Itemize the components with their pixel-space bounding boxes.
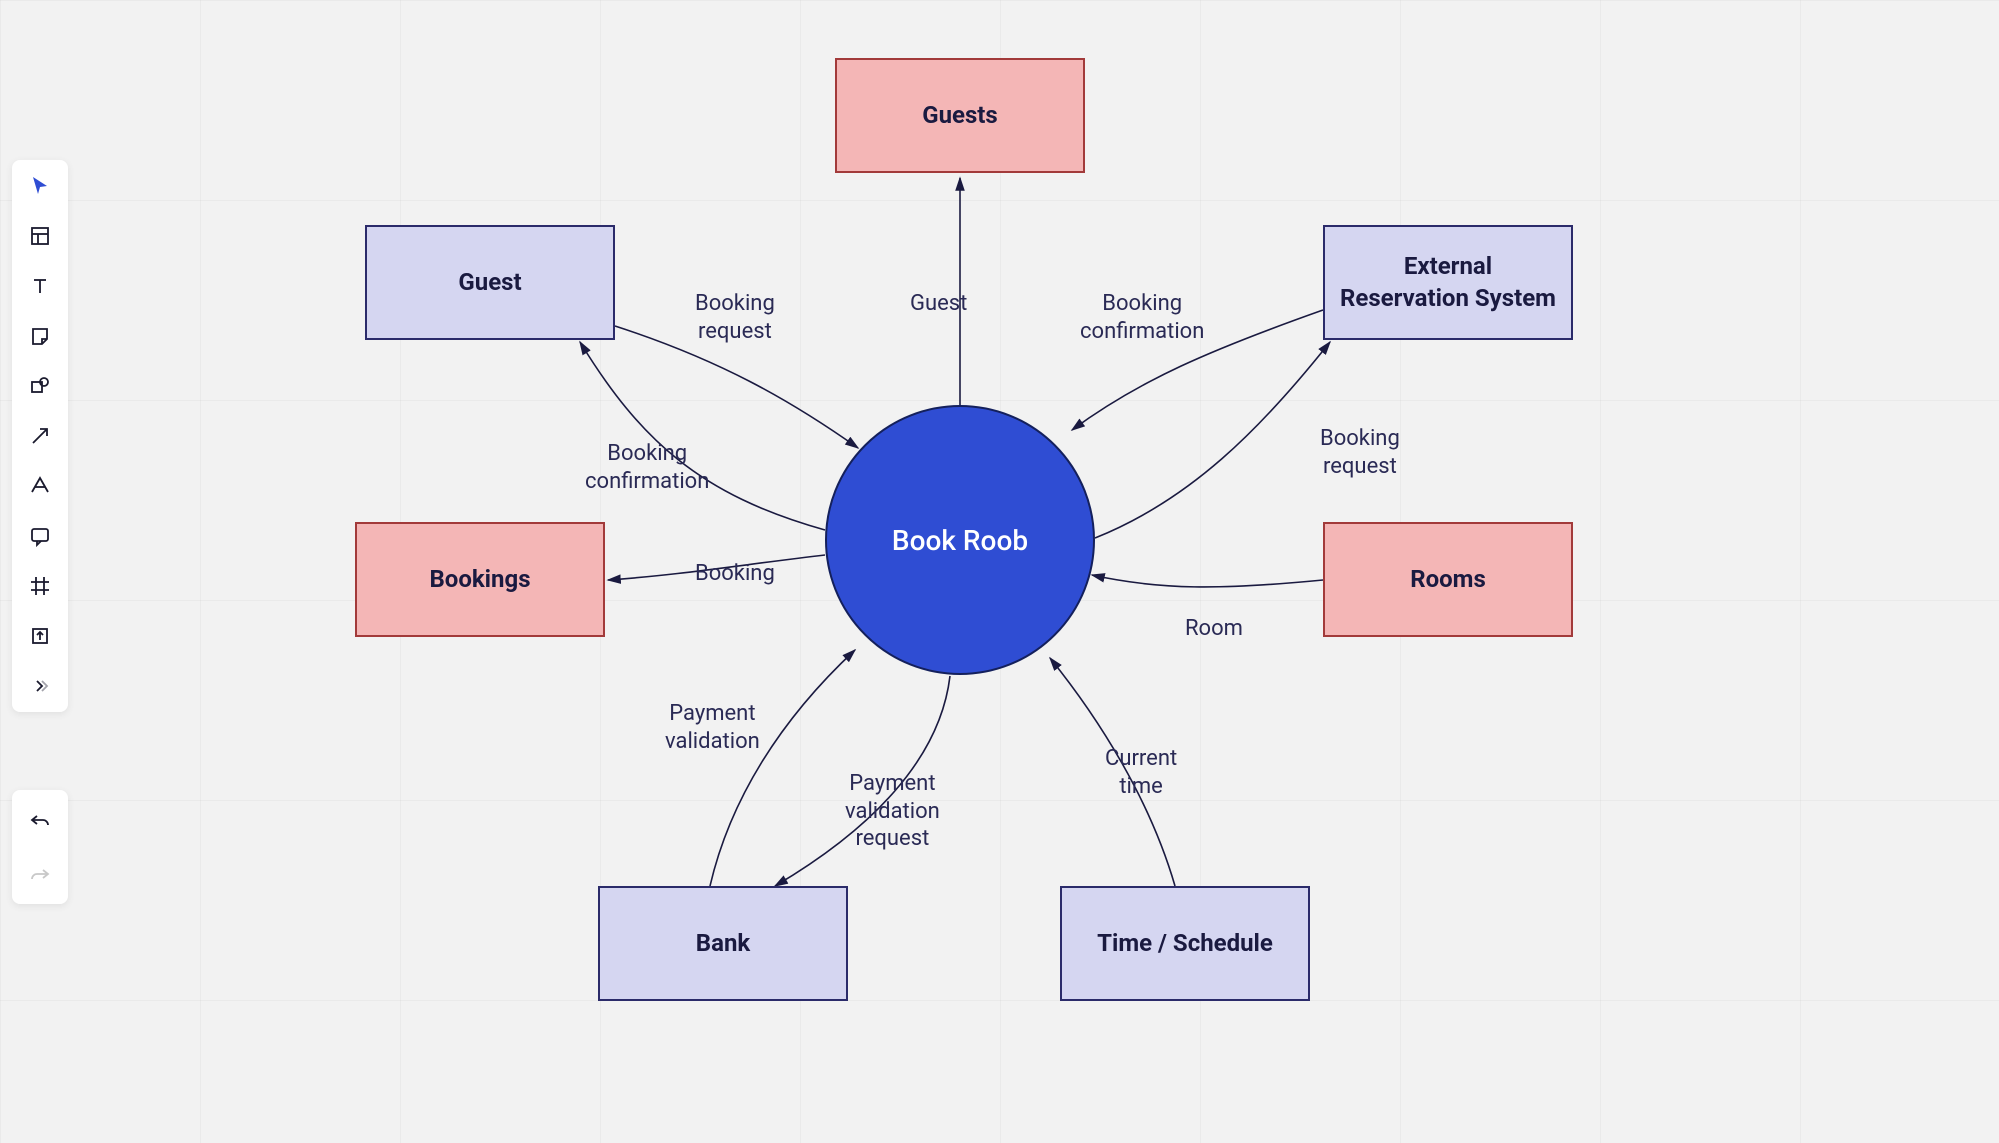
node-label: Guests (922, 100, 998, 131)
node-bank[interactable]: Bank (598, 886, 848, 1001)
edge-e-bank-book (710, 650, 855, 886)
node-rooms[interactable]: Rooms (1323, 522, 1573, 637)
edge-label-payment-validation: Payment validation (665, 700, 760, 755)
edge-label-current-time: Current time (1105, 745, 1177, 800)
node-bookings[interactable]: Bookings (355, 522, 605, 637)
edge-e-book-ext (1095, 342, 1330, 538)
edge-e-book-guest (580, 342, 825, 530)
node-book-room[interactable]: Book Roob (825, 405, 1095, 675)
edge-e-rooms-book (1092, 575, 1323, 587)
node-label: Time / Schedule (1097, 928, 1273, 959)
node-label: Book Roob (892, 524, 1028, 557)
edge-label-booking-confirmation-ext: Booking confirmation (1080, 290, 1204, 345)
node-label: External Reservation System (1340, 251, 1556, 313)
edge-label-booking: Booking (695, 560, 775, 588)
node-label: Bookings (429, 564, 530, 595)
node-time-schedule[interactable]: Time / Schedule (1060, 886, 1310, 1001)
edge-label-room: Room (1185, 615, 1243, 643)
diagram-canvas[interactable]: Book Roob Guest Guests External Reservat… (0, 0, 1999, 1143)
edge-label-booking-request-ext: Booking request (1320, 425, 1400, 480)
node-label: Rooms (1410, 564, 1486, 595)
node-external-reservation-system[interactable]: External Reservation System (1323, 225, 1573, 340)
node-label: Bank (696, 928, 750, 959)
node-guests[interactable]: Guests (835, 58, 1085, 173)
edge-label-booking-request-guest: Booking request (695, 290, 775, 345)
edge-label-booking-confirmation-guest: Booking confirmation (585, 440, 709, 495)
edge-label-payment-validation-request: Payment validation request (845, 770, 940, 853)
node-label: Guest (458, 267, 521, 298)
node-guest[interactable]: Guest (365, 225, 615, 340)
edge-label-guest: Guest (910, 290, 967, 318)
